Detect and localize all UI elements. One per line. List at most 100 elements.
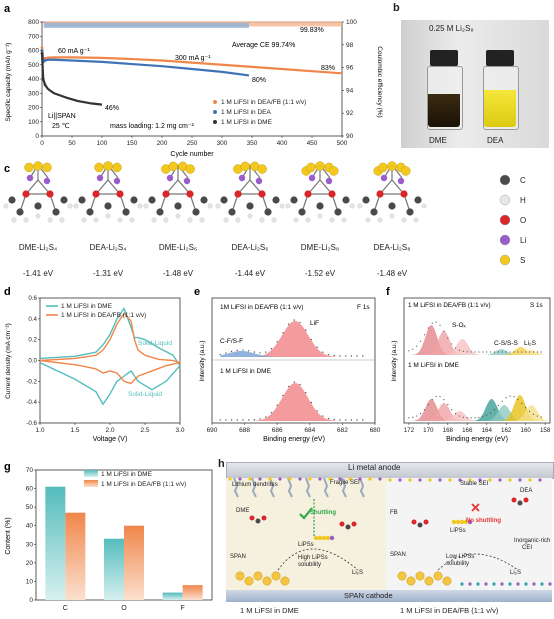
- hydrogen-atom: [349, 203, 355, 209]
- sei-particle: [488, 478, 492, 482]
- molecule-name: DME-Li₂S₄: [19, 243, 57, 252]
- legend-marker: [213, 110, 217, 114]
- carbon-atom: [334, 208, 342, 216]
- carbon-atom: [290, 196, 298, 204]
- x-axis-label: Voltage (V): [93, 436, 128, 443]
- molecule-name: DME-Li₂S₈: [301, 243, 339, 252]
- carbon-atom: [406, 208, 414, 216]
- vial-cap: [430, 50, 458, 66]
- sox-peak: [408, 399, 548, 421]
- y-tick-label: 300: [28, 90, 39, 97]
- molecule-name: DEA-Li₂S₄: [89, 243, 126, 252]
- solvent-atom: [261, 515, 267, 521]
- sei-particle: [518, 478, 522, 482]
- atom-legend-marker: [499, 234, 511, 246]
- sulfur-atom: [378, 162, 388, 173]
- data-point: [474, 417, 476, 419]
- lipss-cluster: [463, 519, 469, 525]
- carbon-atom: [298, 208, 306, 216]
- y-axis-label: Current density (mA cm⁻²): [5, 323, 12, 399]
- molecule-2: [73, 161, 143, 223]
- data-point: [451, 409, 453, 411]
- sei-particle: [438, 478, 442, 482]
- x-axis-label: Cycle number: [170, 151, 214, 158]
- panel-c-label: c: [4, 163, 10, 175]
- y-tick-label: 50: [26, 504, 34, 511]
- data-point: [525, 351, 527, 353]
- carbon-atom: [130, 196, 138, 204]
- ret-fb: 83%: [321, 65, 335, 72]
- data-point: [259, 418, 261, 420]
- data-point: [247, 350, 250, 352]
- sulfur-atom: [33, 161, 43, 171]
- category-label: F: [181, 605, 185, 612]
- panel-a-label: a: [4, 3, 11, 15]
- molecule-6: [357, 161, 427, 223]
- data-point: [276, 341, 278, 343]
- vial-photo: [401, 20, 549, 148]
- title-top: 1M LiFSI in DEA/FB (1:1 v/v): [220, 304, 303, 311]
- reaction-arrow: [277, 548, 359, 571]
- atom-legend-marker: [499, 254, 511, 266]
- carbon-atom: [220, 196, 228, 204]
- carbon-atom: [362, 196, 370, 204]
- data-point: [517, 398, 519, 400]
- data-point: [40, 51, 44, 55]
- solvent-atom: [517, 500, 523, 506]
- data-point: [287, 323, 290, 325]
- data-point: [540, 416, 542, 418]
- sei-particle: [238, 477, 242, 481]
- solvent-atom: [249, 515, 255, 521]
- sulfur-atom: [112, 162, 122, 173]
- hydrogen-atom: [129, 217, 135, 223]
- x-tick-label: 158: [540, 427, 551, 434]
- hydrogen-atom: [93, 217, 99, 223]
- data-point: [344, 355, 347, 357]
- hydrogen-atom: [67, 203, 73, 209]
- dendrite: [305, 477, 311, 498]
- solvent-atom: [411, 519, 417, 525]
- right-electrolyte: [386, 478, 552, 590]
- data-point: [310, 401, 313, 404]
- stable-sei-label: Stable SEI: [460, 481, 489, 487]
- data-point: [509, 395, 511, 397]
- span-particle: [262, 576, 272, 586]
- legend-entry: 1 M LiFSI in DME: [221, 119, 273, 126]
- photo-title: 0.25 M Li₂S₈: [429, 24, 474, 33]
- y-axis-label: Content (%): [5, 517, 12, 554]
- y-tick-label: 100: [28, 119, 39, 126]
- sulfur-atom: [42, 162, 52, 173]
- sei-particle: [388, 478, 392, 482]
- hydrogen-atom: [151, 217, 157, 223]
- lithium-atom: [325, 177, 333, 185]
- left-span: SPAN: [230, 554, 246, 560]
- inorganic-label: Inorganic-rich: [514, 538, 551, 544]
- sei-particle: [428, 478, 432, 482]
- data-point: [362, 355, 364, 357]
- y2-tick-label: 96: [346, 65, 354, 72]
- avg-ce: Average CE 99.74%: [232, 42, 295, 49]
- sox-peak: [408, 331, 548, 355]
- carbon-atom: [228, 208, 236, 216]
- y-tick-label: 400: [28, 76, 39, 83]
- cei-particle: [460, 582, 464, 586]
- li2s-peak: [408, 350, 548, 355]
- data-point: [536, 415, 538, 417]
- carbon-atom: [388, 202, 396, 210]
- sei-particle: [258, 477, 262, 481]
- cv-curve: [39, 312, 181, 385]
- cathode-label: SPAN cathode: [344, 591, 393, 600]
- x-tick-label: 100: [97, 140, 108, 147]
- carbon-atom: [148, 196, 156, 204]
- data-point: [265, 416, 267, 418]
- lipss-cluster: [451, 519, 457, 525]
- legend-entry: 1 M LiFSI in DEA: [221, 109, 272, 116]
- bar: [65, 512, 86, 600]
- oxygen-atom: [234, 190, 242, 198]
- solvent-atom: [255, 518, 261, 524]
- sei-particle: [498, 478, 502, 482]
- x-tick-label: 162: [501, 427, 512, 434]
- bar: [124, 525, 144, 600]
- vial-label-dme: DME: [429, 136, 447, 145]
- dendrite: [323, 477, 329, 498]
